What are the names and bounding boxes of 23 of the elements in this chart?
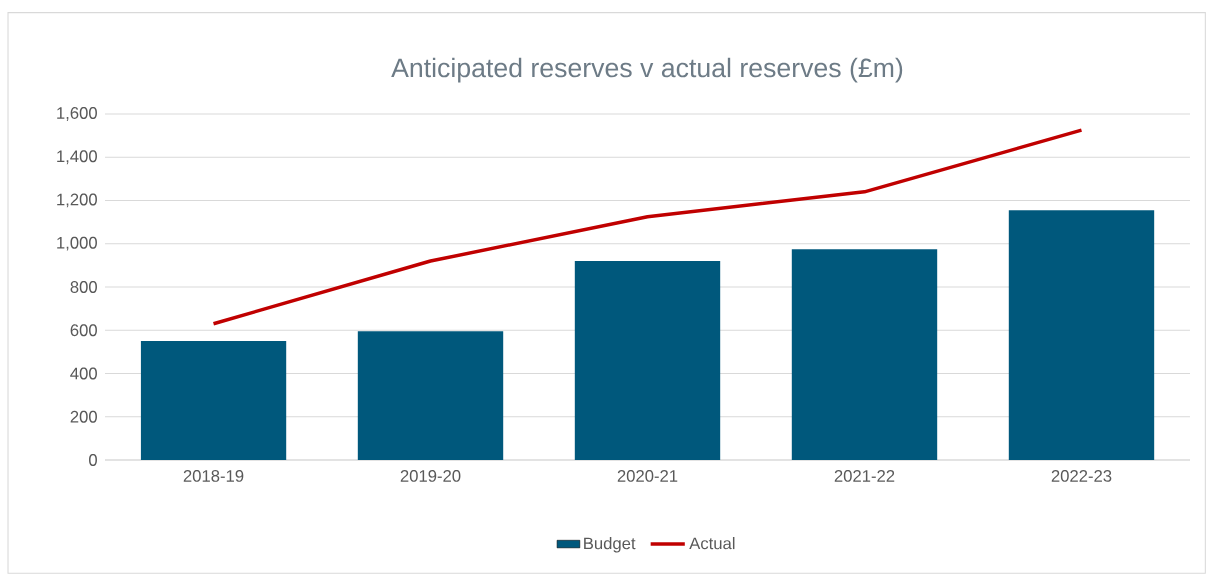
chart-title: Anticipated reserves v actual reserves (£m) (391, 57, 903, 83)
y-tick-label: 800 (70, 281, 97, 293)
x-tick-label: 2018-19 (183, 470, 244, 482)
bar (1008, 210, 1155, 460)
x-tick-label: 2021-22 (834, 470, 895, 482)
y-tick-label: 1,600 (57, 107, 97, 121)
y-tick-label: 1,400 (57, 150, 97, 165)
bar (574, 261, 721, 460)
y-tick-label: 200 (70, 410, 97, 423)
x-tick-label: 2022-23 (1051, 470, 1112, 482)
legend-label: Actual (689, 537, 735, 550)
bar (791, 249, 938, 460)
x-tick-label: 2020-21 (617, 470, 678, 482)
y-tick-label: 1,000 (57, 236, 97, 251)
line-series (211, 128, 1084, 326)
bar (140, 341, 287, 460)
bar (357, 331, 504, 460)
y-tick-label: 400 (70, 367, 97, 380)
y-tick-label: 1,200 (57, 193, 97, 208)
y-tick-label: 0 (89, 454, 97, 466)
y-tick-label: 600 (70, 324, 97, 337)
legend-label: Budget (584, 537, 636, 553)
x-tick-label: 2019-20 (400, 470, 461, 482)
